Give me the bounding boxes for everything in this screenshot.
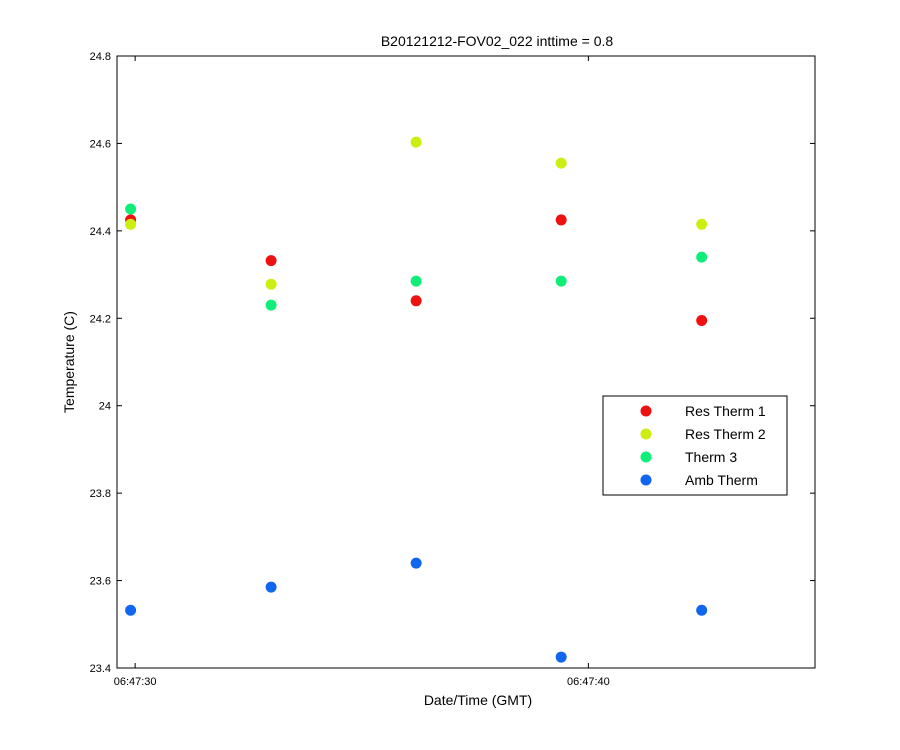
data-point [696, 314, 708, 326]
legend-marker [640, 428, 652, 440]
y-tick-label: 23.6 [90, 576, 111, 588]
legend-label: Therm 3 [685, 449, 737, 465]
axis-ticks: 23.4 23.6 23.8 24 24.2 24.4 24.6 24.8 06:47:30 06… [90, 51, 815, 688]
legend-label: Res Therm 1 [685, 403, 766, 419]
y-tick-label: 24.4 [90, 226, 111, 238]
data-point [265, 581, 277, 593]
y-tick-label: 23.8 [90, 488, 111, 500]
data-point [265, 299, 277, 311]
y-tick-label: 24.6 [90, 138, 111, 150]
legend-label: Res Therm 2 [685, 426, 766, 442]
y-axis-title: Temperature (C) [61, 311, 77, 413]
legend-marker [640, 474, 652, 486]
data-point [696, 251, 708, 263]
legend-marker [640, 451, 652, 463]
data-point [410, 557, 422, 569]
data-point [410, 136, 422, 148]
x-tick-label: 06:47:40 [567, 676, 610, 688]
series-therm-3 [125, 203, 708, 311]
series-res-therm-2 [125, 136, 708, 290]
legend-label: Amb Therm [685, 472, 758, 488]
data-point [125, 203, 137, 215]
data-point [555, 214, 567, 226]
data-point [555, 157, 567, 169]
data-point [125, 604, 137, 616]
legend: Res Therm 1 Res Therm 2 Therm 3 Amb Therm [602, 395, 788, 496]
y-tick-label: 23.4 [90, 663, 111, 675]
data-points [125, 136, 708, 663]
data-point [555, 651, 567, 663]
plot-area [116, 55, 816, 669]
x-tick-label: 06:47:30 [114, 676, 157, 688]
data-point [125, 218, 137, 230]
legend-marker [640, 405, 652, 417]
chart-title: B20121212-FOV02_022 inttime = 0.8 [381, 33, 614, 49]
data-point [696, 604, 708, 616]
data-point [555, 275, 567, 287]
y-tick-label: 24.2 [90, 313, 111, 325]
series-amb-therm [125, 557, 708, 663]
x-axis-title: Date/Time (GMT) [424, 692, 532, 708]
legend-box [602, 395, 788, 496]
data-point [410, 275, 422, 287]
y-tick-label: 24.8 [90, 51, 111, 63]
data-point [696, 218, 708, 230]
data-point [265, 255, 277, 267]
data-point [410, 295, 422, 307]
data-point [265, 278, 277, 290]
y-tick-label: 24 [99, 401, 111, 413]
